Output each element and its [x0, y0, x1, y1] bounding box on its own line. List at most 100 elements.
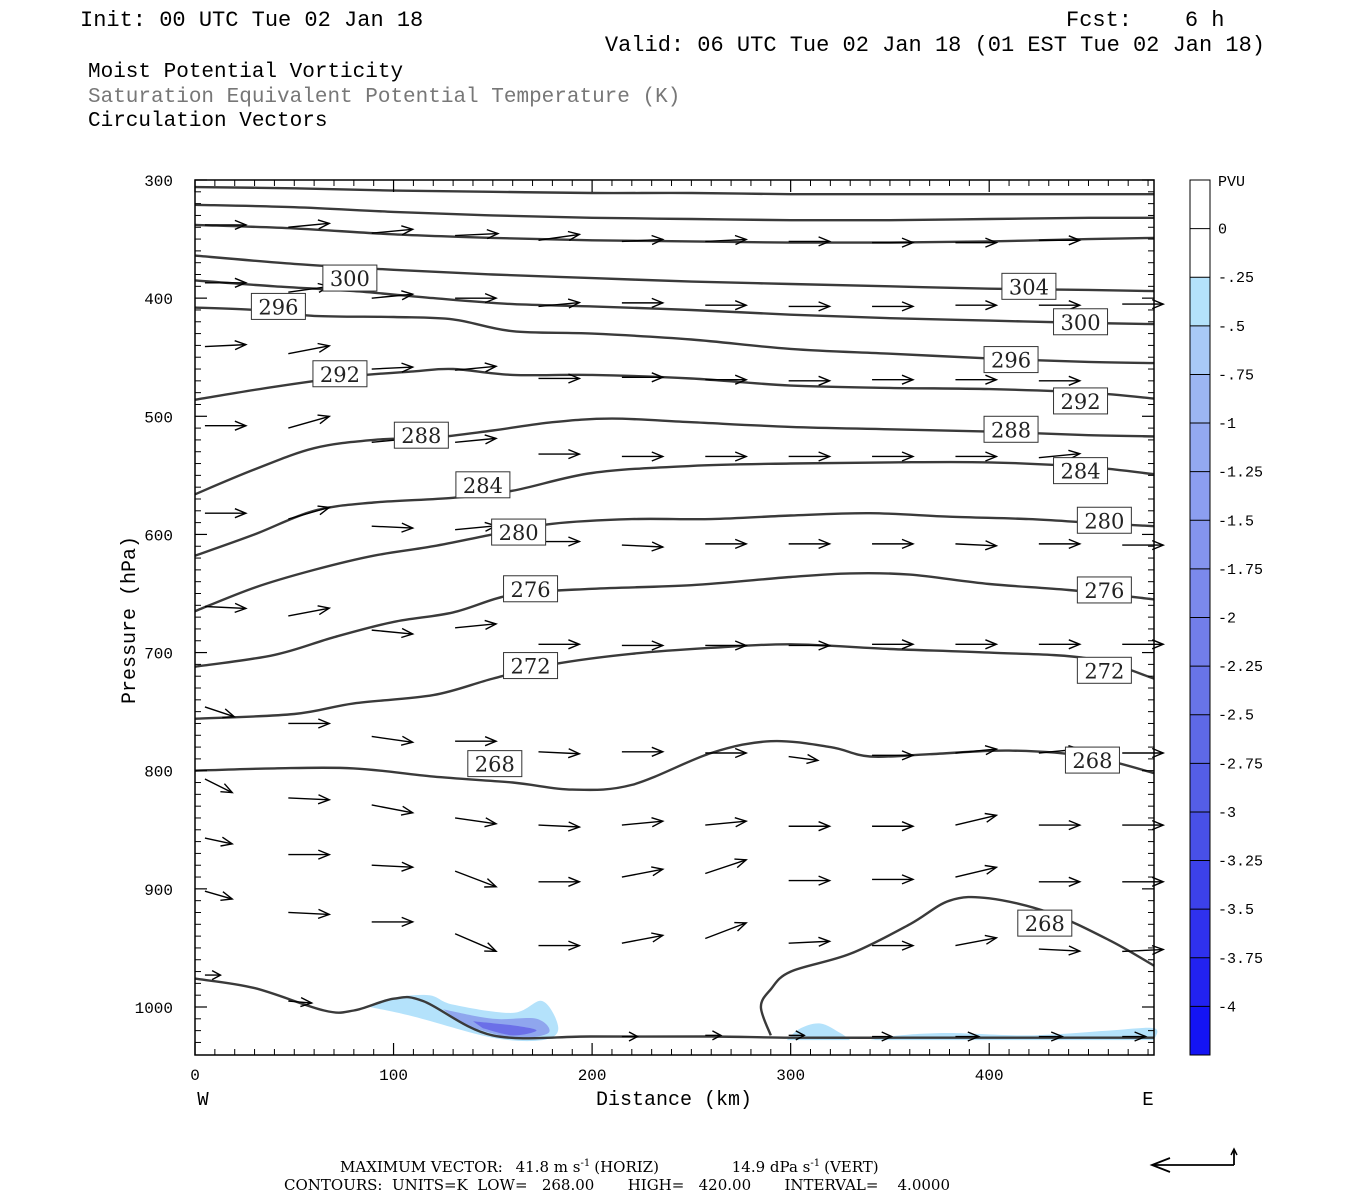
y-tick-label: 500 — [144, 409, 173, 427]
contour-label-text-9a: 280 — [499, 521, 539, 545]
contour-label: 276 — [1076, 576, 1132, 604]
vector-arrow — [455, 817, 498, 828]
forecast-hour: Fcst: 6 h — [1066, 8, 1224, 33]
vector-arrow — [705, 451, 749, 462]
vector-arrow — [538, 448, 582, 460]
plot-area — [195, 180, 1154, 1055]
vector-arrow — [705, 374, 749, 385]
vector-arrow — [371, 916, 415, 928]
vector-arrow — [204, 969, 222, 981]
vector-arrow — [621, 746, 665, 757]
vector-arrow — [1122, 539, 1166, 551]
x-tick-label: 200 — [578, 1067, 607, 1085]
contour-label: 280 — [1076, 506, 1132, 534]
x-tick-label: 0 — [190, 1067, 200, 1085]
vector-arrow — [371, 522, 415, 533]
contour-label: 296 — [250, 292, 306, 320]
colorbar-label: -.75 — [1218, 367, 1254, 384]
contour-label: 292 — [1053, 387, 1109, 415]
contour-label: 300 — [322, 264, 378, 292]
contour-label-text-3a: 304 — [1009, 275, 1049, 299]
contour-label: 300 — [1053, 308, 1109, 336]
vector-arrow — [288, 849, 332, 860]
vector-arrow — [788, 301, 832, 312]
vector-arrow — [955, 864, 999, 878]
vector-arrow — [872, 301, 915, 312]
vector-arrow — [1038, 639, 1082, 650]
vector-arrow — [288, 794, 332, 805]
contour-label: 268 — [467, 750, 523, 778]
contour-label: 288 — [983, 415, 1039, 443]
init-time: Init: 00 UTC Tue 02 Jan 18 — [80, 8, 423, 33]
contour-label-text-5b: 296 — [991, 349, 1031, 373]
contour-labels: 304 300 300 296 296 292 292 288 288 284 284 280 280 2… — [250, 264, 1132, 937]
vector-arrow — [204, 836, 235, 847]
vector-arrow — [288, 414, 332, 429]
vector-arrow — [288, 605, 332, 617]
colorbar-swatch — [1190, 228, 1210, 278]
vector-arrow — [955, 374, 999, 385]
vector-arrow — [705, 300, 749, 311]
y-tick-label: 400 — [144, 291, 173, 309]
vector-arrow — [872, 639, 915, 650]
x-axis-label: Distance (km) — [596, 1089, 752, 1112]
contour-label-text-8a: 284 — [463, 474, 503, 498]
x-tick-label: 300 — [776, 1067, 805, 1085]
colorbar-label: -3.75 — [1218, 951, 1263, 968]
colorbar-swatch — [1190, 909, 1210, 958]
vector-arrow — [204, 778, 234, 794]
contour-label-text-4b: 300 — [1060, 311, 1100, 335]
contour-line-10 — [194, 571, 1155, 668]
vector-arrow — [872, 538, 915, 550]
vector-arrow — [204, 420, 248, 431]
vector-arrow — [455, 434, 498, 445]
contour-label-text-11a: 272 — [511, 655, 551, 679]
colorbar-label: -1.25 — [1218, 465, 1263, 482]
colorbar-swatch — [1190, 180, 1210, 229]
vector-arrow — [538, 821, 582, 832]
vector-arrow — [288, 718, 332, 729]
contour-label: 304 — [1001, 272, 1057, 300]
y-tick-label: 900 — [144, 882, 173, 900]
vector-arrow — [705, 921, 748, 940]
vector-arrow — [872, 750, 915, 761]
vector-arrow — [955, 745, 999, 756]
contour-label: 280 — [491, 518, 547, 546]
vector-arrow — [872, 940, 915, 951]
vector-arrow — [1122, 819, 1166, 831]
y-tick-label: 1000 — [135, 1000, 173, 1018]
vector-arrow — [621, 932, 665, 944]
vector-arrow — [1122, 639, 1166, 650]
vector-arrow — [872, 821, 915, 832]
vector-arrow — [621, 541, 665, 552]
colorbar-swatch — [1190, 617, 1210, 667]
colorbar-swatch — [1190, 471, 1210, 521]
vector-arrow — [288, 505, 332, 520]
valid-time: Valid: 06 UTC Tue 02 Jan 18 (01 EST Tue … — [605, 33, 1265, 58]
colorbar-label: -2.5 — [1218, 708, 1254, 725]
vector-arrow — [1122, 747, 1166, 759]
vector-arrow — [371, 627, 415, 639]
vector-arrow — [788, 640, 832, 651]
colorbar-swatch — [1190, 423, 1210, 472]
contour-label: 284 — [455, 471, 511, 499]
y-tick-label: 300 — [144, 173, 173, 191]
vector-arrow — [1038, 876, 1082, 887]
pv-region-2 — [473, 1021, 537, 1036]
y-tick-label: 600 — [144, 527, 173, 545]
vector-arrow — [538, 230, 582, 242]
vert-unit: (VERT) — [824, 1158, 879, 1176]
vector-arrow — [705, 858, 748, 875]
contour-label: 296 — [983, 346, 1039, 374]
vector-arrow — [1038, 1031, 1065, 1042]
vector-arrow — [371, 290, 415, 301]
vector-arrow — [788, 936, 832, 947]
vector-arrow — [872, 451, 915, 462]
max-vector-label: MAXIMUM VECTOR: — [340, 1158, 503, 1176]
colorbar-swatch — [1190, 568, 1210, 618]
vector-arrow — [705, 747, 749, 759]
colorbar-label: -3 — [1218, 805, 1236, 822]
vector-arrow — [621, 817, 665, 828]
west-label: W — [197, 1089, 209, 1111]
y-tick-label: 800 — [144, 764, 173, 782]
